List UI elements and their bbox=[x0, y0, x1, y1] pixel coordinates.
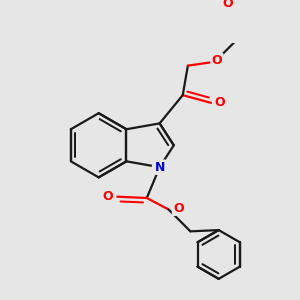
Text: O: O bbox=[102, 190, 113, 203]
Circle shape bbox=[152, 160, 167, 174]
Text: O: O bbox=[212, 54, 222, 67]
Text: N: N bbox=[154, 161, 165, 174]
Text: O: O bbox=[173, 202, 184, 215]
Text: O: O bbox=[222, 0, 233, 10]
Text: O: O bbox=[214, 96, 225, 110]
